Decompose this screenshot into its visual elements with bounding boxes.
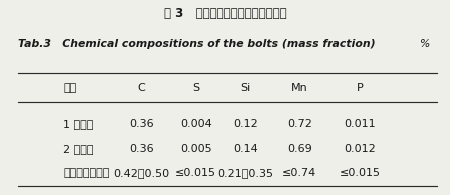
Text: S: S [192,83,199,93]
Text: 0.004: 0.004 [180,119,211,129]
Text: Si: Si [240,83,250,93]
Text: P: P [356,83,364,93]
Text: 表 3   螺栓的化学成分（质量分数）: 表 3 螺栓的化学成分（质量分数） [164,7,286,20]
Text: ≤0.015: ≤0.015 [339,168,381,178]
Text: Mn: Mn [291,83,308,93]
Text: 0.21～0.35: 0.21～0.35 [217,168,273,178]
Text: 厂家内部标准值: 厂家内部标准值 [63,168,109,178]
Text: ≤0.74: ≤0.74 [282,168,316,178]
Text: 0.36: 0.36 [130,119,154,129]
Text: C: C [138,83,146,93]
Text: 2 号螺栓: 2 号螺栓 [63,144,94,154]
Text: %: % [419,39,430,49]
Text: 0.14: 0.14 [233,144,257,154]
Text: 0.12: 0.12 [233,119,257,129]
Text: 0.42～0.50: 0.42～0.50 [114,168,170,178]
Text: 0.36: 0.36 [130,144,154,154]
Text: 0.011: 0.011 [344,119,376,129]
Text: Tab.3   Chemical compositions of the bolts (mass fraction): Tab.3 Chemical compositions of the bolts… [18,39,376,49]
Text: 1 号螺栓: 1 号螺栓 [63,119,94,129]
Text: 0.012: 0.012 [344,144,376,154]
Text: 0.005: 0.005 [180,144,211,154]
Text: 0.69: 0.69 [287,144,311,154]
Text: 0.72: 0.72 [287,119,312,129]
Text: 项目: 项目 [63,83,76,93]
Text: ≤0.015: ≤0.015 [175,168,216,178]
